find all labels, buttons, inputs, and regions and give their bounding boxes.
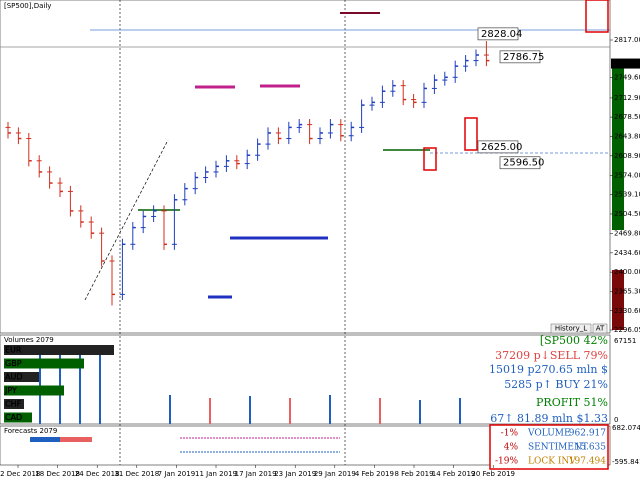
currency-label: JPY xyxy=(4,386,17,395)
tick-label: 2296.05 xyxy=(614,326,640,334)
stat-line: 5285 p↑ BUY 21% xyxy=(504,378,608,391)
date-label: 31 Dec 2018 xyxy=(114,470,159,478)
date-label: 4 Feb 2019 xyxy=(355,470,394,478)
date-label: 18 Dec 2018 xyxy=(35,470,80,478)
pane-axis-label: 682.074 xyxy=(612,424,640,432)
date-label: 14 Feb 2019 xyxy=(432,470,476,478)
tick-label: 2749.60 xyxy=(614,74,640,82)
currency-label: AUD xyxy=(5,373,23,382)
currency-bar xyxy=(4,345,114,355)
indicator-pct: 4% xyxy=(504,443,519,453)
pane-title: Volumes 2079 xyxy=(4,336,54,344)
highlight-box xyxy=(464,117,478,151)
price-label-box xyxy=(477,27,519,41)
stat-line: PROFIT 51% xyxy=(536,396,608,409)
price-label: 2625.00 xyxy=(481,142,522,153)
indicator-value: 962.917 xyxy=(569,429,606,439)
indicator-pct: -1% xyxy=(501,429,519,439)
currency-bar xyxy=(4,412,32,423)
pane-axis-label: -595.8415 xyxy=(612,458,640,466)
currency-label: GBP xyxy=(5,359,22,368)
current-price-box xyxy=(611,58,640,69)
indicator-name: SENTIMENT xyxy=(528,443,588,453)
currency-bar xyxy=(4,385,64,396)
button-label[interactable]: AT xyxy=(596,325,605,333)
indicator-value: 197.494 xyxy=(569,457,606,467)
date-label: 8 Feb 2019 xyxy=(394,470,433,478)
tick-label: 2574.00 xyxy=(614,171,640,179)
button-label[interactable]: History_L xyxy=(555,325,587,333)
stat-line: 15019 p270.65 mln $ xyxy=(489,363,608,376)
currency-list: EUR GBP AUD JPY CHF CAD xyxy=(4,345,114,423)
currency-bar xyxy=(4,358,84,369)
indicator-pct: -19% xyxy=(495,457,518,467)
highlight-box xyxy=(423,147,437,171)
indicator-value: 15.635 xyxy=(575,443,607,453)
date-label: 24 Dec 2018 xyxy=(75,470,120,478)
price-label-box xyxy=(477,140,519,154)
indicator-box xyxy=(489,424,609,470)
tick-label: 2539.10 xyxy=(614,191,640,199)
price-label: 2786.75 xyxy=(503,52,544,63)
tick-label: 2504.50 xyxy=(614,210,640,218)
currency-label: CHF xyxy=(5,400,22,409)
tick-label: 2365.30 xyxy=(614,287,640,295)
side-bar xyxy=(612,270,624,330)
currency-bar xyxy=(4,372,39,382)
price-label-box xyxy=(499,50,541,64)
side-bar xyxy=(612,60,624,230)
tick-label: 2400.00 xyxy=(614,268,640,276)
date-label: 23 Jan 2019 xyxy=(274,470,316,478)
tick-label: 2608.90 xyxy=(614,152,640,160)
indicator-name: VOLUME xyxy=(527,429,571,439)
candles xyxy=(5,41,490,306)
date-label: 20 Feb 2019 xyxy=(471,470,515,478)
pane-title: Forecasts 2079 xyxy=(4,427,57,435)
currency-label: CAD xyxy=(5,413,22,422)
trend-line xyxy=(84,139,169,301)
tick-label: 2434.60 xyxy=(614,249,640,257)
price-label: 2828.04 xyxy=(481,29,522,40)
pane-axis-label: 0 xyxy=(614,416,618,424)
highlight-box xyxy=(585,0,609,33)
price-label-box xyxy=(499,156,541,170)
tick-label: 2643.80 xyxy=(614,132,640,140)
stat-line: 37209 p↓SELL 79% xyxy=(495,349,608,362)
current-price: 2774.69 xyxy=(613,60,640,68)
price-labels: 2828.04 2786.75 2625.00 2596.50 xyxy=(477,27,544,170)
pane-axis-label: 67151 xyxy=(614,337,636,345)
currency-label: EUR xyxy=(5,346,22,355)
date-label: 11 Jan 2019 xyxy=(195,470,237,478)
forecast-bar xyxy=(60,437,92,442)
button[interactable] xyxy=(550,323,592,334)
stat-line: 67↑ 81.89 mln $1.33 xyxy=(490,412,608,425)
tick-label: 2330.60 xyxy=(614,307,640,315)
currency-bar xyxy=(4,399,24,409)
chart-title: [SP500],Daily xyxy=(4,2,51,10)
date-label: 29 Jan 2019 xyxy=(314,470,356,478)
tick-label: 2817.00 xyxy=(614,36,640,44)
price-label: 2596.50 xyxy=(503,158,544,169)
button[interactable] xyxy=(592,323,608,334)
tick-label: 2469.80 xyxy=(614,229,640,237)
forecast-bar xyxy=(30,437,60,442)
stat-line: [SP500 42% xyxy=(540,334,608,347)
stats-list: [SP500 42% 37209 p↓SELL 79%15019 p270.65 … xyxy=(489,334,608,425)
date-label: 12 Dec 2018 xyxy=(0,470,40,478)
indicator-name: LOCK INV xyxy=(528,457,576,467)
tick-label: 2678.50 xyxy=(614,113,640,121)
price-axis: 2817.00 2749.60 2712.90 2678.50 2643.80 2608.… xyxy=(610,36,640,334)
date-label: 17 Jan 2019 xyxy=(235,470,277,478)
date-label: 7 Jan 2019 xyxy=(158,470,196,478)
tick-label: 2712.90 xyxy=(614,94,640,102)
